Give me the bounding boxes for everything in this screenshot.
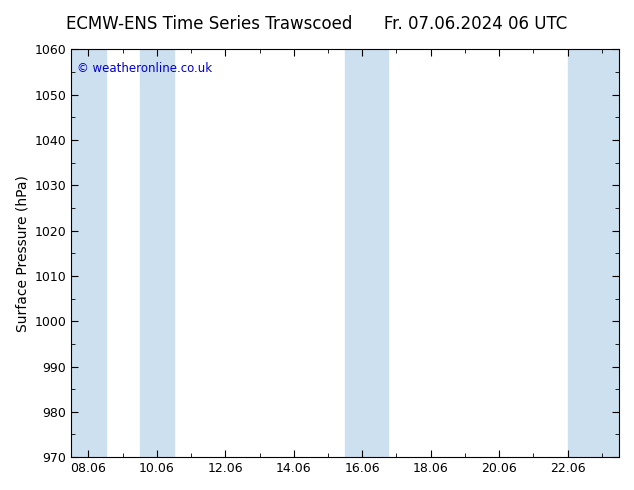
Bar (362, 49, 388, 457)
Bar (139, 49, 174, 457)
Bar (71, 49, 105, 457)
Text: ECMW-ENS Time Series Trawscoed      Fr. 07.06.2024 06 UTC: ECMW-ENS Time Series Trawscoed Fr. 07.06… (67, 15, 567, 33)
Text: © weatheronline.co.uk: © weatheronline.co.uk (77, 62, 212, 74)
Bar (567, 49, 619, 457)
Y-axis label: Surface Pressure (hPa): Surface Pressure (hPa) (15, 175, 29, 332)
Bar (345, 49, 362, 457)
